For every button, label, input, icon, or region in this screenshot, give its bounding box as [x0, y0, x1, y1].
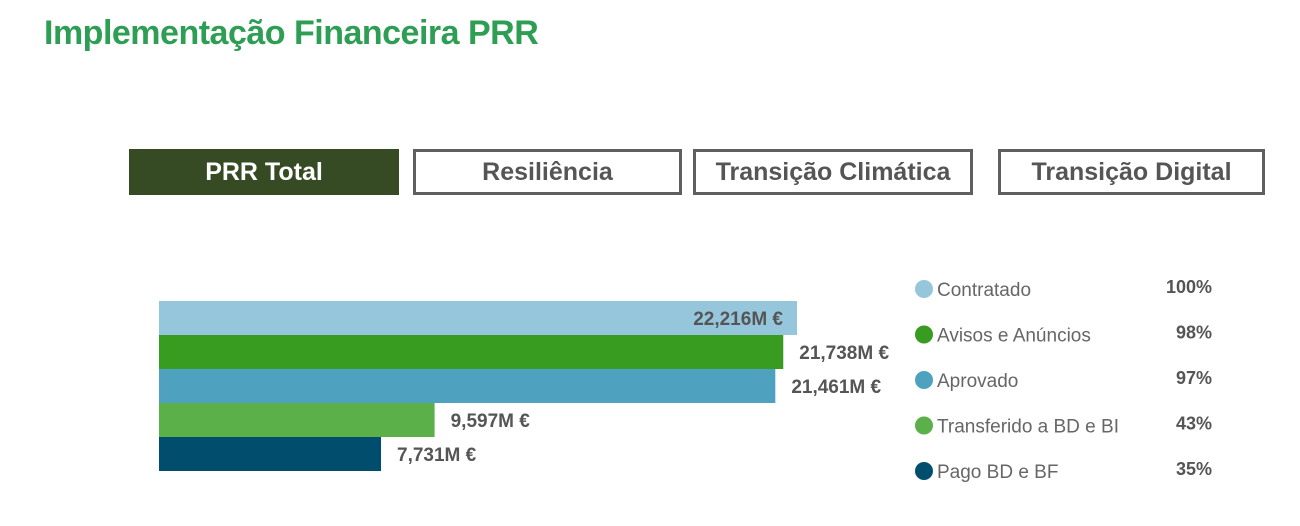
legend-label-1: Avisos e Anúncios [937, 326, 1091, 347]
tab-resiliencia[interactable]: Resiliência [413, 149, 682, 195]
legend-label-4: Pago BD e BF [937, 462, 1058, 483]
legend-marker-4 [915, 462, 933, 480]
tab-transicao-climatica[interactable]: Transição Climática [693, 149, 973, 195]
bar-value-label-4: 7,731M € [397, 445, 477, 466]
bar-value-label-1: 21,738M € [799, 343, 889, 364]
tab-prr-total[interactable]: PRR Total [129, 149, 399, 195]
legend-percentage-4: 35% [1176, 459, 1212, 479]
legend-label-0: Contratado [937, 280, 1031, 301]
legend-percentage-0: 100% [1166, 277, 1212, 297]
legend-percentage-3: 43% [1176, 414, 1212, 434]
legend-marker-1 [915, 325, 933, 344]
legend-percentage-1: 98% [1176, 323, 1212, 343]
bar-2 [159, 369, 776, 403]
legend-marker-2 [915, 371, 933, 389]
tab-transicao-digital[interactable]: Transição Digital [998, 149, 1265, 195]
bar-value-label-3: 9,597M € [451, 411, 531, 432]
legend-marker-3 [915, 416, 933, 435]
bar-3 [159, 403, 435, 437]
bar-4 [159, 437, 382, 471]
page-title: Implementação Financeira PRR [44, 14, 539, 52]
legend-label-3: Transferido a BD e BI [937, 417, 1119, 438]
legend-label-2: Aprovado [937, 371, 1018, 392]
bar-value-label-0: 22,216M € [693, 309, 783, 330]
bar-1 [159, 335, 784, 369]
legend-percentage-2: 97% [1176, 368, 1212, 388]
legend-marker-0 [915, 280, 933, 298]
bar-value-label-2: 21,461M € [791, 377, 881, 398]
bar-0 [159, 301, 797, 335]
